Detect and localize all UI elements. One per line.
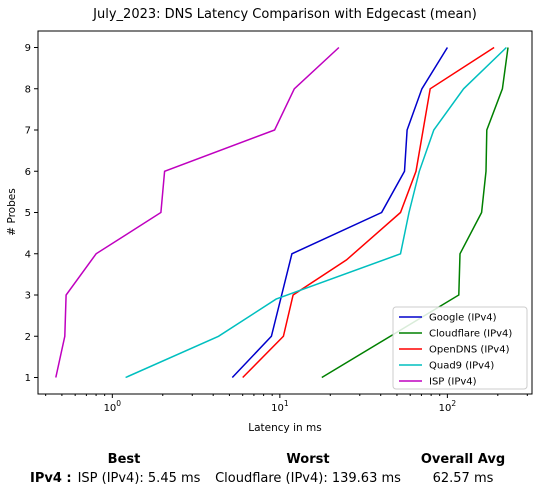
legend-label-cloudflare-ipv4: Cloudflare (IPv4)	[429, 329, 512, 340]
y-tick-label: 6	[25, 167, 31, 178]
y-tick-label: 1	[25, 373, 31, 384]
series-line-opendns-ipv4	[242, 46, 495, 379]
x-tick-label: 101	[271, 399, 289, 414]
best-header: Best	[107, 452, 141, 467]
y-tick-label: 7	[25, 126, 31, 137]
series-line-isp-ipv4	[55, 46, 340, 378]
overall-avg-value: 62.57 ms	[432, 471, 494, 486]
y-tick-label: 8	[25, 84, 31, 95]
y-tick-label: 2	[25, 332, 31, 343]
y-tick-label: 9	[25, 43, 31, 54]
y-tick-label: 4	[25, 249, 31, 260]
legend: Google (IPv4) Cloudflare (IPv4) OpenDNS (I…	[392, 306, 528, 390]
y-axis-label: # Probes	[6, 188, 18, 235]
legend-label-google-ipv4: Google (IPv4)	[429, 313, 497, 324]
series-line-cloudflare-ipv4	[321, 47, 509, 379]
x-tick-label: 102	[439, 399, 457, 414]
series-line-google-ipv4	[231, 47, 449, 379]
legend-label-quad9-ipv4: Quad9 (IPv4)	[429, 361, 494, 372]
overall-avg-header: Overall Avg	[420, 452, 506, 467]
legend-label-isp-ipv4: ISP (IPv4)	[429, 377, 477, 388]
axis-ticks: 1 2 3 4 5 6 7 8 9 100 101 102	[25, 43, 528, 414]
best-value: ISP (IPv4): 5.45 ms	[77, 471, 201, 486]
legend-box	[392, 306, 528, 390]
x-axis-label: Latency in ms	[248, 422, 321, 434]
x-tick-label: 100	[104, 399, 122, 414]
series-lines	[55, 46, 509, 379]
chart-title: July_2023: DNS Latency Comparison with E…	[92, 7, 477, 22]
legend-label-opendns-ipv4: OpenDNS (IPv4)	[429, 345, 510, 356]
worst-value: Cloudflare (IPv4): 139.63 ms	[215, 471, 401, 486]
series-line-quad9-ipv4	[125, 46, 507, 379]
y-tick-label: 5	[25, 208, 31, 219]
y-tick-label: 3	[25, 291, 31, 302]
worst-header: Worst	[286, 452, 330, 467]
ipv4-row-label: IPv4 :	[30, 471, 72, 486]
